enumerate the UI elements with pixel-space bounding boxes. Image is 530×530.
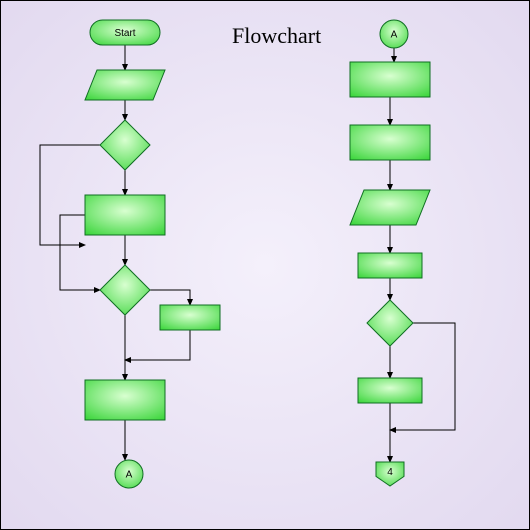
node-rproc2 bbox=[350, 125, 430, 160]
node-connA2: A bbox=[380, 20, 408, 48]
node-rproc1 bbox=[350, 62, 430, 97]
node-proc3 bbox=[160, 305, 220, 330]
node-proc1 bbox=[85, 70, 165, 100]
diagram-title: Flowchart bbox=[232, 23, 321, 48]
background bbox=[1, 1, 530, 530]
node-start: Start bbox=[90, 20, 160, 45]
node-connA1: A bbox=[115, 460, 143, 488]
node-label-page4: 4 bbox=[387, 467, 393, 478]
node-label-connA1: A bbox=[126, 470, 133, 481]
node-label-connA2: A bbox=[391, 30, 398, 41]
node-rproc4 bbox=[358, 378, 422, 403]
node-rproc3 bbox=[358, 253, 422, 278]
node-label-start: Start bbox=[114, 28, 135, 39]
node-rpar bbox=[350, 190, 430, 225]
node-proc4 bbox=[85, 380, 165, 420]
node-proc2 bbox=[85, 195, 165, 235]
flowchart-canvas: Flowchart Start A A 4 bbox=[0, 0, 530, 530]
